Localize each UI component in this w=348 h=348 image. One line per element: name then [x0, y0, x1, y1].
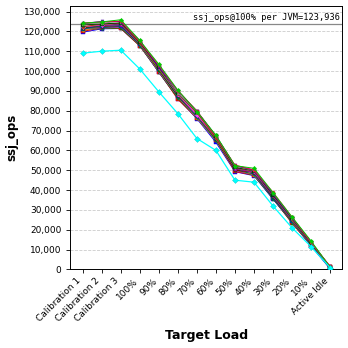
Y-axis label: ssj_ops: ssj_ops [6, 114, 18, 161]
Text: ssj_ops@100% per JVM=123,936: ssj_ops@100% per JVM=123,936 [193, 13, 340, 22]
X-axis label: Target Load: Target Load [165, 330, 248, 342]
